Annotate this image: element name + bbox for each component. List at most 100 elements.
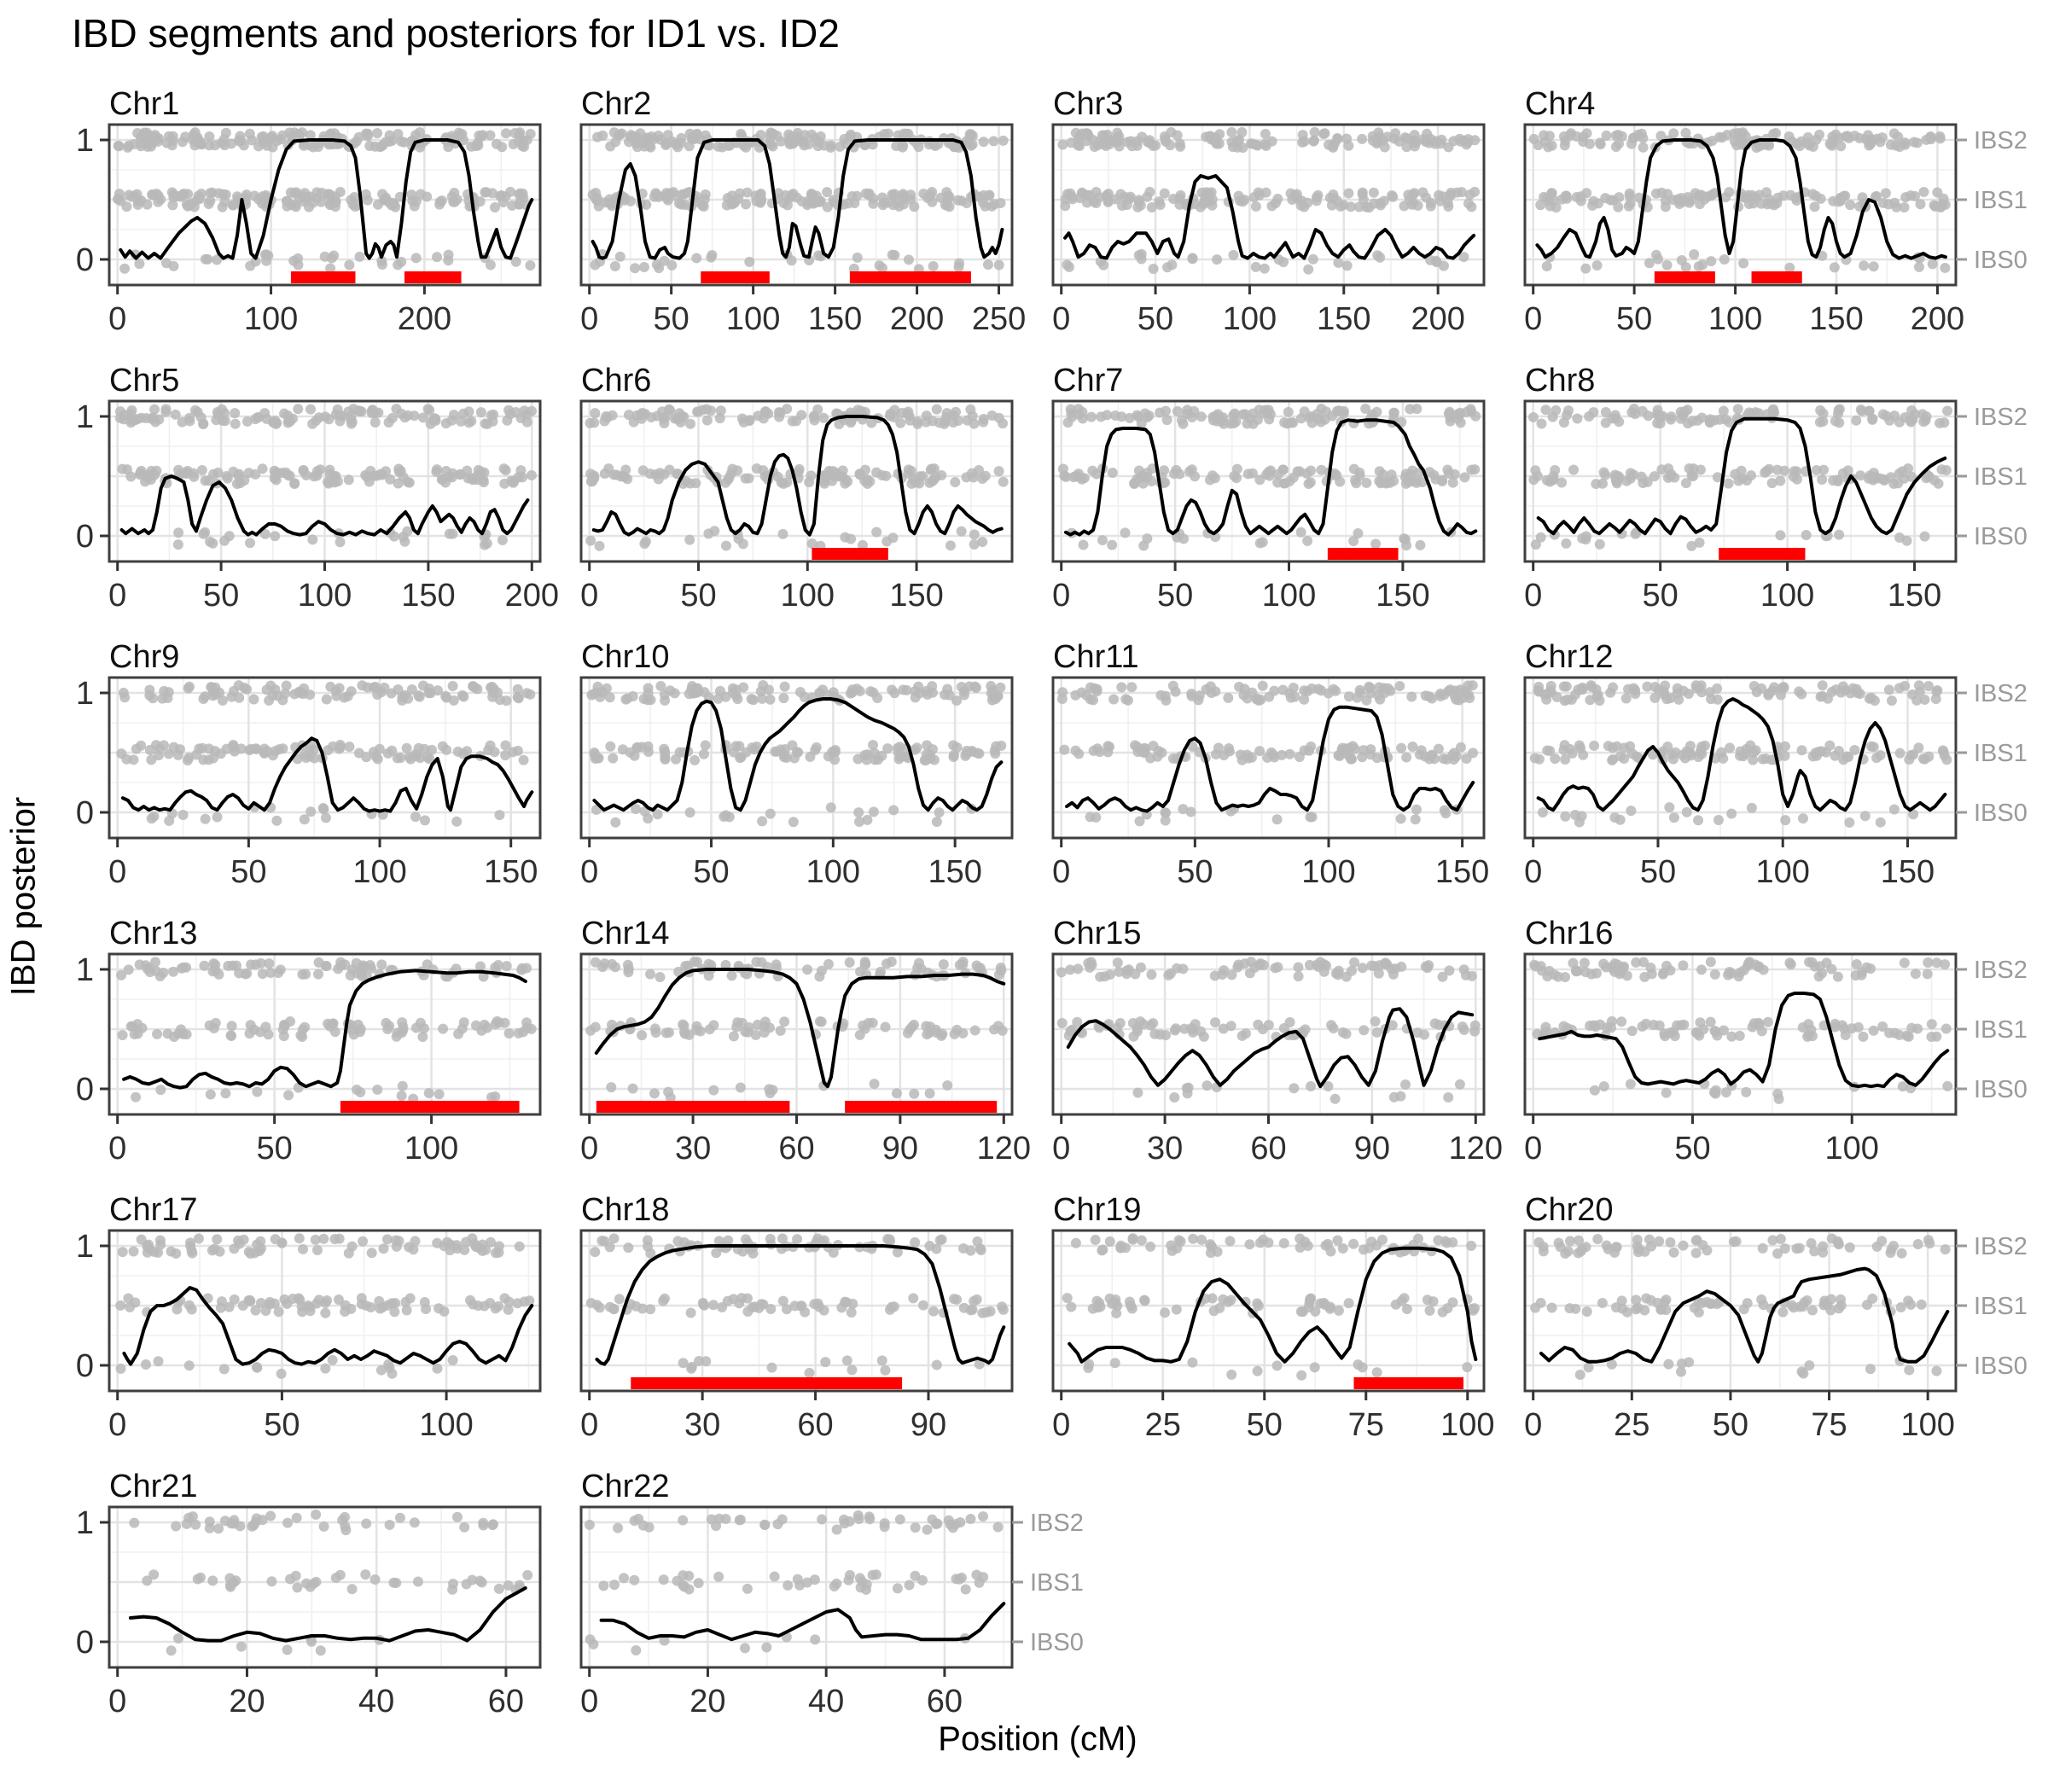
ibs2-marker [451, 1511, 463, 1522]
ibs1-marker [741, 199, 752, 210]
ibs1-marker [289, 188, 300, 199]
ibs2-marker [1297, 137, 1308, 148]
ibs2-marker [257, 969, 268, 980]
ibs2-marker [1623, 684, 1634, 695]
ibs1-marker [203, 743, 214, 754]
strip-label: Chr13 [109, 916, 198, 951]
ibs2-marker [456, 416, 467, 427]
ibs1-marker [1056, 1017, 1068, 1028]
ibs2-marker [766, 128, 777, 139]
ibs0-marker [1259, 263, 1270, 274]
ibs1-marker [329, 477, 340, 488]
ibs1-marker [183, 753, 195, 764]
ibs2-marker [1884, 415, 1895, 426]
ibs2-marker [986, 695, 998, 706]
x-tick-label: 200 [398, 301, 451, 337]
ibs2-marker [1806, 1237, 1817, 1248]
ibd-segment-bar [1751, 271, 1802, 283]
ibs2-marker [168, 966, 179, 977]
ibs2-marker [1388, 407, 1399, 418]
ibs2-marker [1090, 1234, 1101, 1245]
ibs1-marker [1277, 464, 1289, 475]
ibs1-marker [1884, 1027, 1895, 1039]
ibs2-marker [377, 139, 388, 150]
ibs1-marker [259, 743, 270, 754]
ibs0-marker [1109, 1358, 1120, 1369]
ibs2-marker [1443, 142, 1454, 153]
ibs2-marker [714, 685, 725, 696]
ibs1-marker [788, 189, 799, 200]
ibs2-marker [964, 681, 975, 692]
ibs2-marker [1249, 962, 1260, 973]
ibs1-marker [902, 1027, 913, 1039]
x-tick-label: 75 [1811, 1407, 1847, 1443]
x-tick-label: 200 [1911, 301, 1964, 337]
ibs1-marker [213, 188, 224, 199]
y-tick-label: 1 [76, 676, 94, 712]
ibs1-marker [1306, 741, 1317, 752]
ibs0-marker [220, 1088, 231, 1099]
ibs2-marker [1923, 957, 1934, 969]
ibs2-marker [713, 1236, 724, 1247]
ibs0-marker [1250, 261, 1261, 272]
ibs0-marker [1107, 539, 1118, 550]
ibs1-marker [1091, 743, 1103, 754]
ibs1-marker [1616, 1016, 1627, 1027]
ibs1-marker [438, 1023, 449, 1034]
ibs2-marker [1768, 129, 1779, 140]
ibs2-marker [184, 681, 195, 692]
ibs2-marker [230, 418, 241, 429]
plot-title: IBD segments and posteriors for ID1 vs. … [72, 11, 840, 55]
ibs0-marker [335, 537, 346, 548]
ibs2-marker [998, 135, 1009, 146]
ibs2-marker [1767, 1235, 1778, 1246]
ibs1-marker [1272, 194, 1283, 205]
ibs1-marker [928, 754, 940, 765]
ibs2-marker [1830, 129, 1841, 140]
ibs1-marker [480, 187, 492, 198]
ibs1-marker [751, 741, 762, 752]
ibs1-marker [997, 1301, 1008, 1312]
ibs0-marker [177, 810, 189, 821]
ibs2-marker [1116, 411, 1127, 422]
ibs2-marker [150, 957, 161, 968]
ibs2-marker [1609, 966, 1620, 977]
ibs2-marker [1757, 1242, 1768, 1254]
ibs1-marker [1284, 475, 1295, 486]
ibs2-marker [1165, 140, 1176, 151]
ibs2-marker [1148, 141, 1159, 152]
ibs2-marker [1775, 1233, 1786, 1244]
ibs2-marker [1678, 1240, 1689, 1251]
ibs2-marker [181, 1518, 192, 1529]
ibs2-marker [660, 695, 671, 706]
ibs1-marker [1066, 1301, 1077, 1312]
ibs1-marker [1624, 188, 1635, 199]
ibs1-marker [1353, 201, 1364, 212]
ibs0-marker [1919, 531, 1930, 542]
ibs0-marker [1589, 1085, 1600, 1096]
ibs1-marker [1660, 1031, 1671, 1042]
ibs2-marker [726, 970, 737, 981]
ibs2-marker [307, 418, 318, 429]
ibs2-marker [1126, 682, 1137, 693]
ibs2-marker [362, 682, 373, 693]
ibs2-marker [756, 957, 767, 968]
ibd-segment-bar [404, 271, 462, 283]
ibs1-marker [1695, 199, 1706, 210]
ibs1-marker [1306, 1293, 1317, 1304]
ibs1-marker [1590, 1021, 1601, 1032]
ibs0-marker [678, 1358, 689, 1369]
ibs1-marker [419, 1297, 430, 1308]
ibs1-marker [1206, 187, 1217, 198]
ibs1-marker [1529, 753, 1540, 764]
ibs0-marker [1710, 1088, 1721, 1099]
x-tick-label: 50 [1157, 578, 1193, 614]
panel-border [108, 1229, 542, 1393]
ibs0-marker [846, 533, 857, 544]
ibd-segment-bar [1327, 548, 1399, 560]
x-tick-label: 150 [889, 578, 943, 614]
ibs1-marker [257, 191, 268, 202]
ibs2-marker [1226, 126, 1237, 137]
ibs2-marker [1911, 137, 1923, 148]
ibs2-marker [362, 128, 373, 139]
